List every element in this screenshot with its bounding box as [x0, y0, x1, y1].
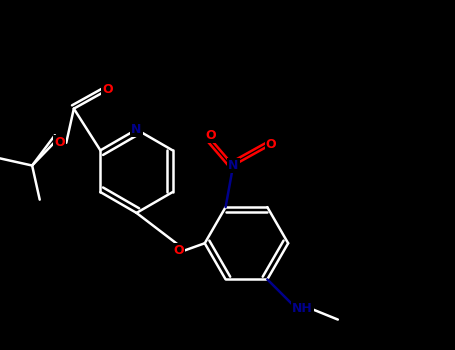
Text: N: N [228, 159, 238, 172]
Text: O: O [103, 83, 113, 96]
Text: NH: NH [292, 302, 313, 315]
Text: N: N [131, 123, 142, 136]
Text: O: O [266, 139, 277, 152]
Text: O: O [54, 136, 65, 149]
Text: O: O [205, 128, 216, 142]
Text: O: O [173, 244, 183, 257]
